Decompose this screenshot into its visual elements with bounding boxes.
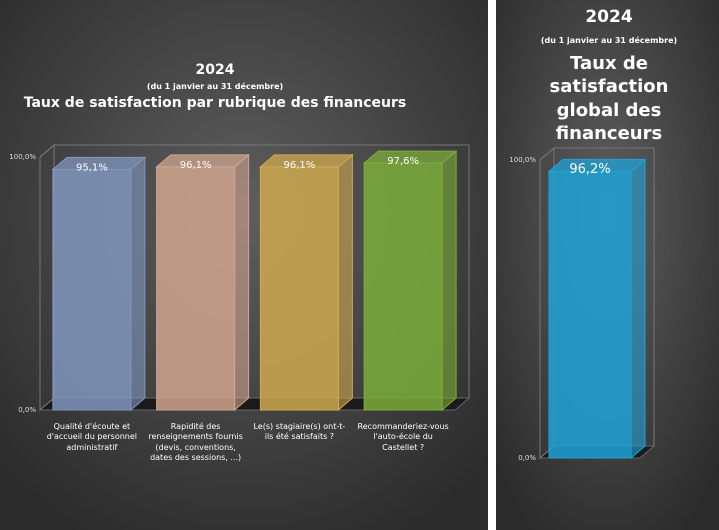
supertitle: 2024 <box>195 62 235 78</box>
chart-title: Taux de satisfaction global des financeu… <box>549 53 669 145</box>
grid-line <box>39 397 55 411</box>
bar-side <box>130 156 146 412</box>
subtitle: (du 1 janvier au 31 décembre) <box>540 36 678 45</box>
value-label: 97,6% <box>387 156 419 167</box>
value-label: 96,1% <box>180 160 212 171</box>
bar <box>259 166 339 411</box>
x-tick-label: Recommanderiez-vous l'auto-école du Cast… <box>357 422 449 452</box>
bar <box>363 162 443 411</box>
chart-title: Taux de satisfaction par rubrique des fi… <box>23 95 407 111</box>
y-tick-label: 100,0% <box>9 153 36 161</box>
x-tick-label: Rapidité des renseignements fournis (dev… <box>148 422 243 463</box>
bar <box>52 168 132 411</box>
grid-line <box>39 144 55 158</box>
y-tick-label: 0,0% <box>518 454 536 462</box>
bar-side <box>441 149 457 412</box>
subtitle: (du 1 janvier au 31 décembre) <box>146 82 284 91</box>
bar-side <box>337 153 353 412</box>
value-label: 96,1% <box>283 160 315 171</box>
y-tick-label: 100,0% <box>509 156 536 164</box>
x-tick-label: Qualité d'écoute et d'accueil du personn… <box>46 422 138 452</box>
bar-side <box>630 158 646 460</box>
value-label: 95,1% <box>76 162 108 173</box>
bar <box>548 170 632 459</box>
bar <box>156 166 236 411</box>
value-label: 96,2% <box>569 162 610 177</box>
supertitle: 2024 <box>585 7 633 27</box>
y-tick-label: 0,0% <box>18 406 36 414</box>
grid-line <box>539 147 555 161</box>
x-tick-label: Le(s) stagiaire(s) ont-t-ils été satisfa… <box>253 422 346 442</box>
bar-side <box>234 153 250 412</box>
